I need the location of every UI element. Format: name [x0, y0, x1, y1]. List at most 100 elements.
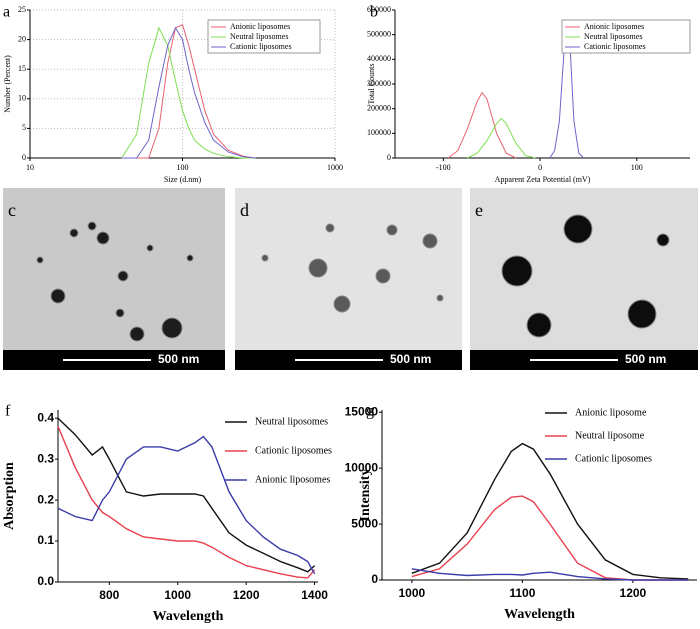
particle	[422, 233, 438, 249]
y-tick-label: 0.3	[37, 451, 54, 465]
particle	[69, 228, 79, 238]
legend-label: Cationic liposomes	[255, 445, 332, 456]
x-tick-label: 1000	[327, 163, 343, 172]
y-tick-label: 100000	[367, 128, 391, 137]
x-tick-label: 1000	[398, 586, 425, 600]
x-tick-label: 10	[26, 163, 34, 172]
x-tick-label: 1200	[233, 588, 260, 602]
particle	[87, 221, 97, 231]
legend-label: Cationic liposomes	[575, 453, 652, 464]
particle	[36, 256, 44, 264]
series-line	[467, 117, 536, 159]
particle	[117, 270, 129, 282]
y-axis-label: Absorption	[2, 462, 17, 530]
series-line	[57, 426, 316, 579]
y-tick-label: 5000	[351, 516, 378, 530]
panel-label: a	[3, 4, 10, 21]
y-tick-label: 10	[18, 94, 26, 103]
particle	[50, 288, 66, 304]
x-tick-label: 1000	[164, 588, 191, 602]
particle	[115, 308, 125, 318]
particle	[146, 244, 154, 252]
particle	[656, 233, 670, 247]
panel-label: e	[475, 200, 483, 220]
scale-bar-label: 500 nm	[390, 352, 431, 366]
y-tick-label: 15	[18, 64, 26, 73]
y-tick-label: 0	[22, 153, 26, 162]
legend-frame	[207, 19, 321, 54]
particle	[526, 312, 552, 338]
legend-label: Neutral liposome	[575, 430, 645, 441]
particle	[96, 231, 110, 245]
y-tick-label: 400000	[367, 54, 391, 63]
series-line	[57, 435, 316, 575]
legend-label: Neutral liposomes	[230, 32, 288, 41]
series-line	[411, 442, 689, 580]
y-tick-label: 600000	[367, 5, 391, 14]
x-tick-label: -100	[436, 163, 451, 172]
y-tick-label: 500000	[367, 29, 391, 38]
y-axis-label: Total Counts	[367, 64, 376, 105]
x-tick-label: 1100	[509, 586, 535, 600]
x-tick-label: 0	[538, 163, 542, 172]
x-tick-label: 800	[99, 588, 119, 602]
y-tick-label: 0.4	[37, 410, 54, 424]
particle	[386, 224, 398, 236]
series-line	[121, 26, 256, 159]
legend-label: Anionic liposome	[575, 407, 647, 418]
panel-label: g	[366, 403, 374, 420]
x-tick-label: 1200	[620, 586, 647, 600]
x-tick-label: 100	[631, 163, 643, 172]
y-tick-label: 25	[18, 5, 26, 14]
x-axis-label: Wavelength	[504, 607, 575, 622]
particle	[375, 268, 391, 284]
series-line	[447, 91, 517, 159]
scale-bar-label: 500 nm	[158, 352, 199, 366]
y-tick-label: 10000	[345, 460, 379, 474]
legend-label: Cationic liposomes	[230, 42, 292, 51]
particle	[308, 258, 328, 278]
particle	[627, 299, 657, 329]
particle	[325, 223, 335, 233]
particle	[161, 317, 183, 339]
y-tick-label: 0	[387, 153, 391, 162]
series-line	[121, 24, 256, 159]
panel-label: f	[5, 403, 11, 420]
particle	[186, 254, 194, 262]
legend-label: Anionic liposomes	[255, 474, 330, 485]
series-line	[411, 568, 689, 581]
y-tick-label: 300000	[367, 79, 391, 88]
particle	[563, 214, 593, 244]
series-line	[121, 26, 256, 159]
panel-label: c	[8, 200, 16, 220]
legend-label: Neutral liposomes	[255, 416, 328, 427]
legend-label: Neutral liposomes	[584, 32, 642, 41]
y-tick-label: 0.2	[37, 492, 54, 506]
scale-bar-label: 500 nm	[625, 352, 666, 366]
tem-image	[3, 188, 225, 370]
tem-image	[235, 188, 462, 370]
series-line	[411, 495, 689, 581]
particle	[436, 294, 444, 302]
series-line	[57, 417, 316, 573]
x-axis-label: Wavelength	[153, 609, 224, 624]
legend-label: Cationic liposomes	[584, 42, 646, 51]
x-tick-label: 1400	[301, 588, 328, 602]
particle	[333, 295, 351, 313]
panel-label: d	[240, 200, 249, 220]
y-axis-label: Intensity	[358, 469, 373, 522]
legend-label: Anionic liposomes	[230, 22, 290, 31]
y-tick-label: 15000	[345, 404, 379, 418]
y-tick-label: 20	[18, 34, 26, 43]
legend-label: Anionic liposomes	[584, 22, 644, 31]
y-axis-label: Number (Percent)	[3, 55, 12, 113]
y-tick-label: 200000	[367, 103, 391, 112]
y-tick-label: 0.1	[37, 533, 54, 547]
y-tick-label: 0.0	[37, 574, 54, 588]
x-axis-label: Apparent Zeta Potential (mV)	[495, 175, 591, 184]
particle	[501, 255, 533, 287]
x-axis-label: Size (d.nm)	[164, 175, 202, 184]
particle	[129, 326, 145, 342]
